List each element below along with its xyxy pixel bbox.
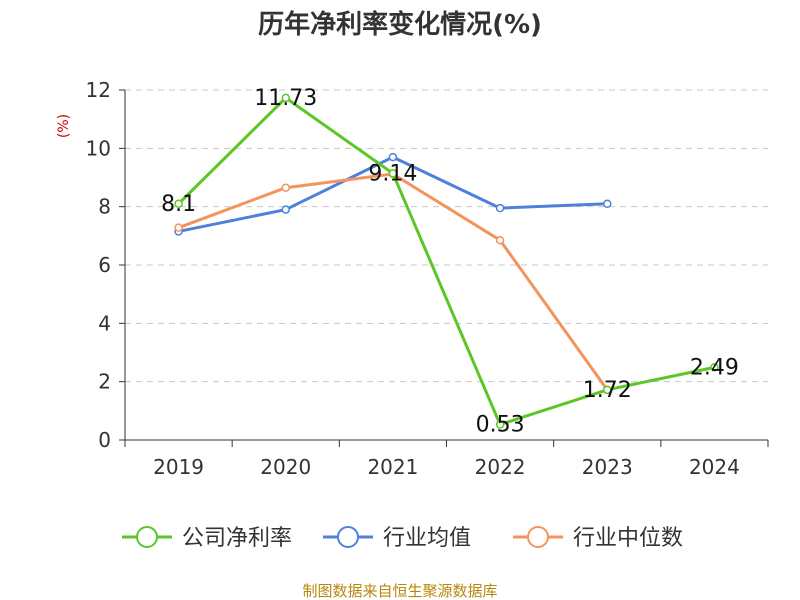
axes: 0 2 4 6 8 10 12 2019 2020 2021 2022 2023 2024 — [86, 78, 769, 479]
legend-marker — [527, 526, 549, 548]
series-2 — [174, 169, 612, 395]
data-point[interactable] — [603, 385, 612, 395]
data-label: 0.53 — [476, 413, 525, 438]
legend-marker — [337, 526, 359, 548]
y-tick-label: 2 — [98, 370, 111, 394]
x-tick-label: 2023 — [582, 455, 633, 479]
legend-marker — [136, 526, 158, 548]
data-point[interactable] — [710, 363, 719, 372]
y-tick-label: 6 — [98, 253, 111, 277]
data-point[interactable] — [495, 203, 505, 213]
data-point[interactable] — [495, 420, 505, 429]
data-point[interactable] — [281, 205, 290, 214]
series-0 — [174, 93, 719, 429]
data-point[interactable] — [174, 199, 183, 208]
x-tick-label: 2020 — [260, 455, 311, 479]
data-label: 9.14 — [368, 161, 417, 186]
gridlines — [125, 89, 768, 383]
data-point[interactable] — [174, 223, 183, 232]
source-note: 制图数据来自恒生聚源数据库 — [302, 582, 497, 600]
series-layer — [174, 93, 719, 429]
data-label: 8.1 — [161, 192, 196, 217]
y-axis-label: (%) — [56, 114, 72, 138]
data-point[interactable] — [281, 93, 290, 103]
legend-item-1[interactable]: 行业均值 — [323, 526, 471, 551]
data-point[interactable] — [603, 199, 612, 208]
data-point[interactable] — [388, 152, 398, 162]
y-tick-label: 4 — [98, 311, 111, 335]
y-tick-label: 8 — [98, 195, 111, 219]
y-tick-label: 12 — [86, 78, 111, 102]
y-tick-label: 10 — [86, 136, 111, 160]
data-point[interactable] — [495, 235, 505, 245]
data-point[interactable] — [388, 169, 398, 178]
legend-item-2[interactable]: 行业中位数 — [513, 526, 683, 551]
x-tick-label: 2022 — [475, 455, 526, 479]
series-1 — [174, 152, 612, 236]
data-labels: 8.1 11.73 9.14 0.53 1.72 2.49 — [161, 86, 739, 438]
data-label: 2.49 — [690, 355, 739, 380]
chart-title: 历年净利率变化情况(%) — [258, 9, 542, 40]
x-tick-label: 2024 — [689, 455, 740, 479]
legend-item-0[interactable]: 公司净利率 — [122, 526, 292, 551]
x-tick-label: 2019 — [153, 455, 204, 479]
legend-label: 公司净利率 — [182, 526, 292, 551]
legend[interactable]: 公司净利率 行业均值 行业中位数 — [122, 526, 683, 551]
y-tick-label: 0 — [98, 428, 111, 452]
data-label: 1.72 — [583, 378, 632, 403]
data-label: 11.73 — [254, 86, 317, 111]
series-line — [177, 96, 715, 427]
legend-label: 行业中位数 — [573, 526, 683, 551]
legend-label: 行业均值 — [383, 526, 471, 551]
data-point[interactable] — [281, 183, 290, 192]
x-tick-label: 2021 — [367, 455, 418, 479]
